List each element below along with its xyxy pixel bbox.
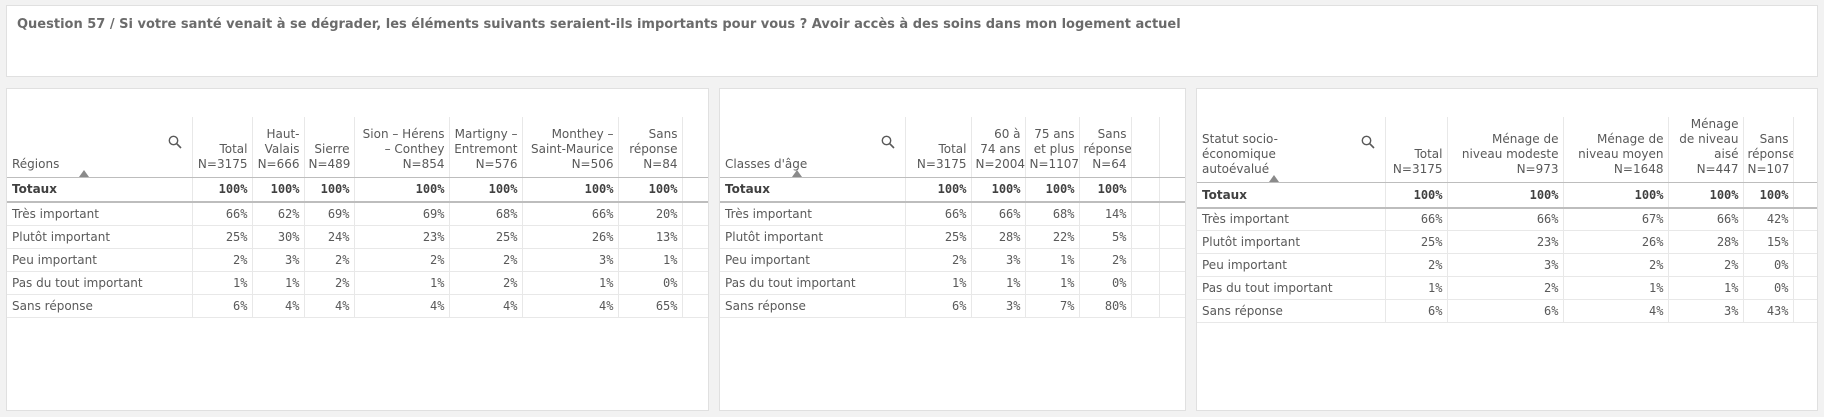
table-row[interactable]: Peu important 2% 3% 1% 2% <box>720 248 1185 272</box>
dimension-header-regions[interactable]: Régions <box>7 117 192 178</box>
column-header[interactable]: Haut-Valais N=666 <box>251 117 304 178</box>
table-row[interactable]: Pas du tout important 1% 2% 1% 1% 0% <box>1197 276 1817 300</box>
table-row[interactable]: Très important 66% 62% 69% 69% 68% 66% 2… <box>7 202 708 226</box>
question-title: Question 57 / Si votre santé venait à se… <box>17 17 1181 32</box>
regions-table: Régions Total N=3175 Haut-Valais N=666 Sie… <box>7 117 708 318</box>
column-header[interactable]: Ménage de niveau aisé N=447 <box>1667 117 1743 183</box>
table-row[interactable]: Pas du tout important 1% 1% 2% 1% 2% 1% … <box>7 271 708 295</box>
dimension-label: Classes d'âge <box>725 156 808 171</box>
table-row[interactable]: Très important 66% 66% 67% 66% 42% <box>1197 207 1817 231</box>
column-header[interactable]: Sans réponse N=84 <box>617 117 682 178</box>
table-row[interactable]: Plutôt important 25% 28% 22% 5% <box>720 225 1185 249</box>
header-filler <box>1130 117 1159 178</box>
table-row[interactable]: Sans réponse 6% 3% 7% 80% <box>720 294 1185 318</box>
dimension-label: Statut socio-économique autoévalué <box>1202 132 1278 176</box>
header-filler <box>681 117 708 178</box>
search-icon[interactable] <box>1361 135 1375 149</box>
table-row[interactable]: Plutôt important 25% 23% 26% 28% 15% <box>1197 230 1817 254</box>
search-icon[interactable] <box>168 135 182 149</box>
column-header[interactable]: Martigny – Entremont N=576 <box>448 117 522 178</box>
column-header[interactable]: Ménage de niveau modeste N=973 <box>1446 117 1563 183</box>
column-header[interactable]: Monthey – Saint-Maurice N=506 <box>521 117 618 178</box>
column-header[interactable]: Sierre N=489 <box>303 117 354 178</box>
totals-row: Totaux 100% 100% 100% 100% <box>720 177 1185 203</box>
socioeconomic-table: Statut socio-économique autoévalué Total… <box>1197 117 1817 323</box>
dimension-header-age[interactable]: Classes d'âge <box>720 117 905 178</box>
table-row[interactable]: Peu important 2% 3% 2% 2% 0% <box>1197 253 1817 277</box>
table-row[interactable]: Sans réponse 6% 4% 4% 4% 4% 4% 65% <box>7 294 708 318</box>
column-header[interactable]: Sans réponse N=64 <box>1078 117 1131 178</box>
question-title-panel: Question 57 / Si votre santé venait à se… <box>6 5 1818 77</box>
table-row[interactable]: Pas du tout important 1% 1% 1% 0% <box>720 271 1185 295</box>
column-header[interactable]: 75 ans et plus N=1107 <box>1024 117 1079 178</box>
table-row[interactable]: Très important 66% 66% 68% 14% <box>720 202 1185 226</box>
table-row[interactable]: Plutôt important 25% 30% 24% 23% 25% 26%… <box>7 225 708 249</box>
column-header[interactable]: Sans réponse N=107 <box>1742 117 1793 183</box>
column-header[interactable]: Ménage de niveau moyen N=1648 <box>1562 117 1668 183</box>
column-header[interactable]: Total N=3175 <box>191 117 252 178</box>
sort-ascending-icon[interactable] <box>792 169 802 176</box>
search-icon[interactable] <box>881 135 895 149</box>
dimension-label: Régions <box>12 156 60 171</box>
sort-ascending-icon[interactable] <box>1269 175 1279 182</box>
table-row[interactable]: Peu important 2% 3% 2% 2% 2% 3% 1% <box>7 248 708 272</box>
totals-row: Totaux 100% 100% 100% 100% 100% 100% 100… <box>7 177 708 203</box>
header-filler <box>1158 117 1185 178</box>
table-row[interactable]: Sans réponse 6% 6% 4% 3% 43% <box>1197 299 1817 323</box>
dimension-header-socioeconomic[interactable]: Statut socio-économique autoévalué <box>1197 117 1385 183</box>
column-header[interactable]: Total N=3175 <box>904 117 971 178</box>
totals-row: Totaux 100% 100% 100% 100% 100% <box>1197 182 1817 209</box>
socioeconomic-table-panel: Statut socio-économique autoévalué Total… <box>1196 88 1818 411</box>
column-header[interactable]: Sion – Hérens – Conthey N=854 <box>353 117 449 178</box>
column-header[interactable]: Total N=3175 <box>1384 117 1447 183</box>
regions-table-panel: Régions Total N=3175 Haut-Valais N=666 Sie… <box>6 88 709 411</box>
sort-ascending-icon[interactable] <box>79 169 89 176</box>
column-header[interactable]: 60 à 74 ans N=2004 <box>970 117 1025 178</box>
age-classes-table: Classes d'âge Total N=3175 60 à 74 ans N=2… <box>720 117 1185 318</box>
age-classes-table-panel: Classes d'âge Total N=3175 60 à 74 ans N=2… <box>719 88 1186 411</box>
header-filler <box>1792 117 1817 183</box>
